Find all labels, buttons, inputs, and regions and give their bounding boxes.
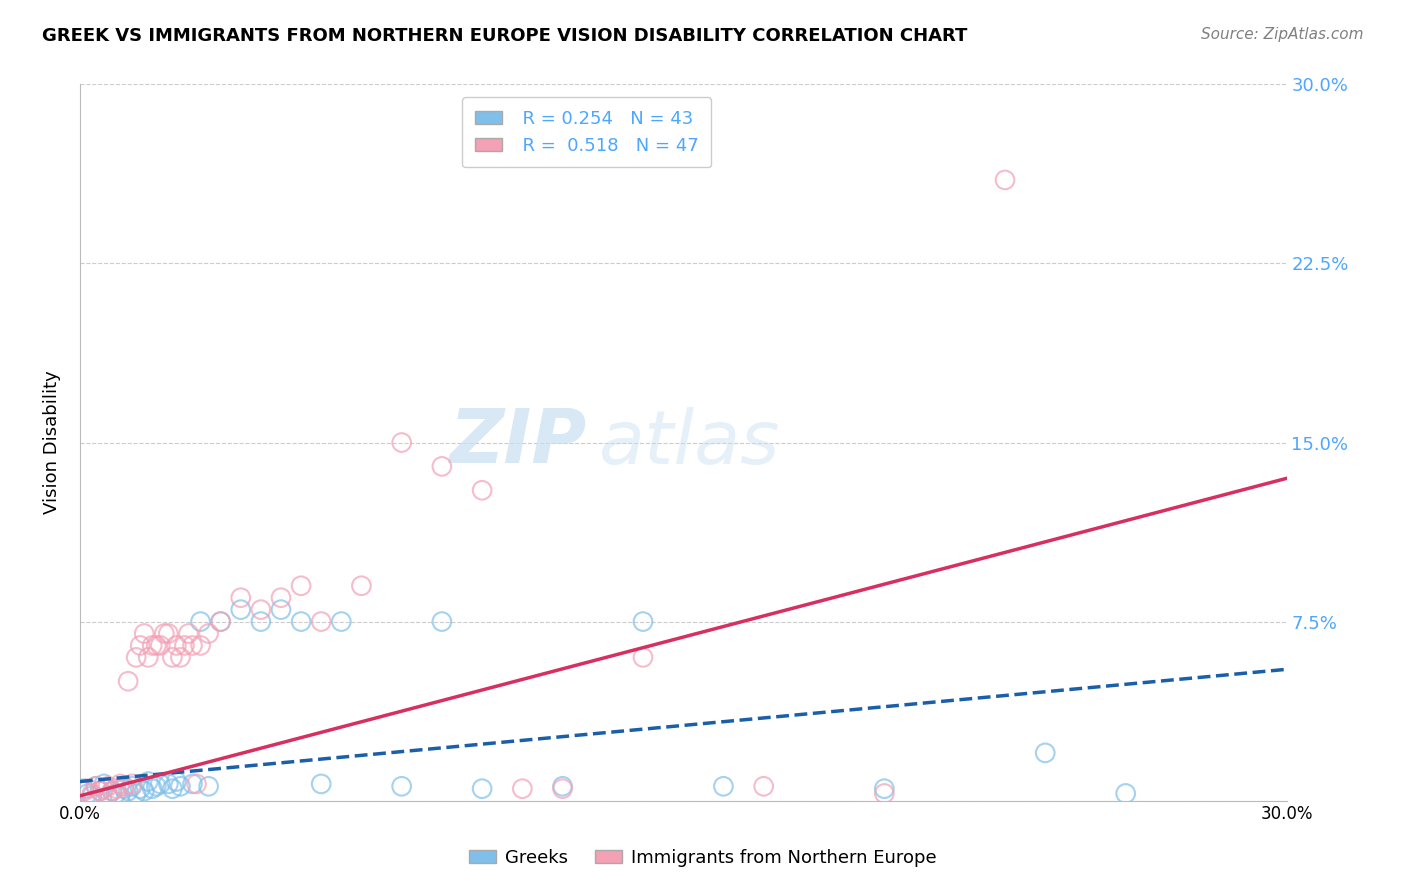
Point: [177, 626, 200, 640]
Point: [108, 789, 131, 803]
Point: [169, 650, 191, 665]
Point: [105, 781, 128, 796]
Point: [157, 777, 180, 791]
Point: [309, 777, 332, 791]
Point: [121, 777, 143, 791]
Point: [117, 784, 139, 798]
Point: [162, 650, 184, 665]
Point: [229, 602, 252, 616]
Point: [270, 602, 292, 616]
Point: [145, 779, 167, 793]
Point: [77, 781, 100, 796]
Point: [77, 787, 100, 801]
Point: [391, 779, 413, 793]
Point: [209, 615, 232, 629]
Point: [93, 781, 115, 796]
Point: [752, 779, 775, 793]
Point: [125, 650, 148, 665]
Point: [149, 777, 172, 791]
Point: [134, 784, 156, 798]
Point: [121, 779, 143, 793]
Y-axis label: Vision Disability: Vision Disability: [44, 371, 60, 515]
Point: [129, 639, 152, 653]
Point: [186, 777, 208, 791]
Point: [89, 784, 111, 798]
Point: [713, 779, 735, 793]
Point: [101, 784, 124, 798]
Point: [309, 615, 332, 629]
Point: [125, 787, 148, 801]
Point: [430, 615, 453, 629]
Point: [430, 459, 453, 474]
Point: [190, 639, 212, 653]
Point: [165, 774, 187, 789]
Point: [141, 781, 163, 796]
Point: [153, 626, 176, 640]
Point: [1115, 787, 1137, 801]
Point: [105, 787, 128, 801]
Text: ZIP: ZIP: [450, 406, 586, 479]
Point: [117, 674, 139, 689]
Point: [270, 591, 292, 605]
Point: [181, 777, 204, 791]
Point: [84, 779, 107, 793]
Text: Source: ZipAtlas.com: Source: ZipAtlas.com: [1201, 27, 1364, 42]
Point: [97, 789, 120, 803]
Point: [250, 615, 273, 629]
Point: [631, 615, 654, 629]
Point: [873, 781, 896, 796]
Text: GREEK VS IMMIGRANTS FROM NORTHERN EUROPE VISION DISABILITY CORRELATION CHART: GREEK VS IMMIGRANTS FROM NORTHERN EUROPE…: [42, 27, 967, 45]
Point: [994, 173, 1017, 187]
Point: [471, 483, 494, 498]
Text: atlas: atlas: [599, 407, 780, 478]
Point: [229, 591, 252, 605]
Point: [391, 435, 413, 450]
Point: [145, 639, 167, 653]
Point: [84, 779, 107, 793]
Point: [250, 602, 273, 616]
Point: [512, 781, 534, 796]
Point: [112, 781, 135, 796]
Point: [209, 615, 232, 629]
Point: [631, 650, 654, 665]
Point: [551, 779, 574, 793]
Point: [73, 781, 96, 796]
Point: [108, 777, 131, 791]
Point: [134, 626, 156, 640]
Point: [89, 784, 111, 798]
Point: [136, 650, 159, 665]
Point: [181, 639, 204, 653]
Point: [290, 579, 312, 593]
Point: [112, 779, 135, 793]
Point: [350, 579, 373, 593]
Point: [162, 781, 184, 796]
Point: [471, 781, 494, 796]
Point: [80, 787, 103, 801]
Point: [330, 615, 353, 629]
Point: [173, 639, 195, 653]
Point: [149, 639, 172, 653]
Point: [136, 774, 159, 789]
Point: [873, 787, 896, 801]
Point: [551, 781, 574, 796]
Point: [197, 779, 219, 793]
Point: [169, 779, 191, 793]
Point: [93, 777, 115, 791]
Legend:   R = 0.254   N = 43,   R =  0.518   N = 47: R = 0.254 N = 43, R = 0.518 N = 47: [463, 97, 711, 168]
Legend: Greeks, Immigrants from Northern Europe: Greeks, Immigrants from Northern Europe: [461, 842, 945, 874]
Point: [97, 779, 120, 793]
Point: [141, 639, 163, 653]
Point: [101, 784, 124, 798]
Point: [190, 615, 212, 629]
Point: [197, 626, 219, 640]
Point: [80, 789, 103, 803]
Point: [1033, 746, 1056, 760]
Point: [165, 639, 187, 653]
Point: [129, 781, 152, 796]
Point: [73, 784, 96, 798]
Point: [290, 615, 312, 629]
Point: [157, 626, 180, 640]
